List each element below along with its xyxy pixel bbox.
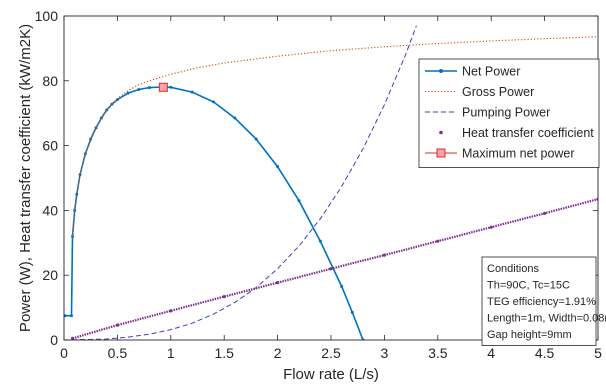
tick-labels: 0 0.5 1 1.5 2 2.5 3 3.5 4 4.5 5 0 20 40 60 80 100 bbox=[35, 8, 602, 361]
net-power-point bbox=[137, 88, 141, 92]
conditions-box: Conditions Th=90C, Tc=15C TEG efficiency=… bbox=[481, 256, 606, 346]
net-power-point bbox=[147, 86, 151, 90]
legend-item-gross-power: Gross Power bbox=[425, 85, 534, 99]
legend: Net Power Gross Power Pumping Power Heat tr… bbox=[418, 58, 600, 168]
heat-transfer-point bbox=[115, 323, 119, 327]
series-maximum-net-power bbox=[158, 82, 168, 92]
legend-label: Heat transfer coefficient bbox=[462, 126, 594, 140]
net-power-point bbox=[212, 100, 216, 104]
x-tick-label: 0 bbox=[60, 345, 68, 361]
x-tick-label: 2.5 bbox=[321, 345, 341, 361]
conditions-line: TEG efficiency=1.91% bbox=[487, 296, 596, 308]
x-axis-title: Flow rate (L/s) bbox=[283, 366, 379, 383]
net-power-point bbox=[318, 239, 322, 243]
net-power-point bbox=[276, 165, 280, 169]
heat-transfer-point bbox=[543, 211, 547, 215]
net-power-point bbox=[169, 85, 173, 89]
y-axis-title: Power (W), Heat transfer coefficient (kW… bbox=[17, 24, 34, 332]
x-tick-label: 0.5 bbox=[108, 345, 128, 361]
max-net-power-marker bbox=[158, 82, 168, 92]
x-tick-label: 1 bbox=[167, 345, 175, 361]
heat-transfer-point bbox=[382, 253, 386, 257]
net-power-point bbox=[69, 314, 73, 318]
net-power-point bbox=[99, 116, 103, 120]
x-tick-label: 3.5 bbox=[428, 345, 448, 361]
legend-item-net-power: Net Power bbox=[425, 65, 520, 79]
heat-transfer-point bbox=[222, 294, 226, 299]
x-tick-label: 4.5 bbox=[535, 345, 555, 361]
x-tick-label: 5 bbox=[594, 345, 602, 361]
x-tick-label: 3 bbox=[381, 345, 389, 361]
y-tick-label: 0 bbox=[50, 332, 58, 348]
conditions-line: Th=90C, Tc=15C bbox=[487, 280, 570, 292]
legend-swatch-dot bbox=[439, 130, 443, 135]
net-power-point bbox=[254, 137, 258, 141]
net-power-point bbox=[126, 91, 130, 95]
legend-label: Net Power bbox=[462, 65, 520, 79]
legend-item-heat-transfer-coefficient: Heat transfer coefficient bbox=[439, 126, 594, 140]
heat-transfer-point bbox=[489, 225, 493, 229]
y-tick-label: 80 bbox=[42, 73, 58, 89]
legend-item-pumping-power: Pumping Power bbox=[425, 106, 550, 120]
x-tick-label: 4 bbox=[487, 345, 495, 361]
heat-transfer-point bbox=[329, 267, 333, 271]
net-power-point bbox=[64, 314, 67, 318]
series-layer bbox=[64, 25, 598, 340]
x-tick-label: 2 bbox=[274, 345, 282, 361]
legend-box bbox=[418, 58, 600, 168]
conditions-line: Length=1m, Width=0.08m bbox=[487, 313, 606, 325]
heat-transfer-point bbox=[70, 336, 75, 340]
conditions-line: Gap height=9mm bbox=[487, 329, 572, 341]
legend-label: Pumping Power bbox=[462, 106, 550, 120]
conditions-frame bbox=[481, 256, 597, 346]
legend-item-maximum-net-power: Maximum net power bbox=[425, 147, 575, 161]
net-power-point bbox=[350, 310, 354, 314]
net-power-point bbox=[340, 285, 344, 289]
net-power-point bbox=[233, 116, 237, 120]
heat-transfer-point bbox=[436, 239, 440, 243]
y-tick-label: 100 bbox=[35, 8, 59, 24]
x-tick-label: 1.5 bbox=[214, 345, 234, 361]
legend-swatch-square bbox=[436, 148, 446, 158]
gross-power-line bbox=[71, 36, 598, 237]
heat-transfer-point bbox=[276, 281, 280, 285]
net-power-point bbox=[71, 234, 75, 238]
legend-label: Gross Power bbox=[462, 85, 534, 99]
heat-transfer-point bbox=[169, 309, 173, 313]
y-tick-label: 60 bbox=[42, 138, 58, 154]
net-power-point bbox=[190, 90, 194, 94]
legend-swatch-dot bbox=[439, 69, 443, 73]
series-gross-power bbox=[71, 36, 598, 237]
conditions-title: Conditions bbox=[487, 263, 539, 275]
net-power-point bbox=[297, 199, 301, 203]
legend-label: Maximum net power bbox=[462, 147, 575, 161]
y-tick-label: 40 bbox=[42, 202, 58, 218]
net-power-point bbox=[78, 173, 82, 177]
y-tick-label: 20 bbox=[42, 267, 58, 283]
